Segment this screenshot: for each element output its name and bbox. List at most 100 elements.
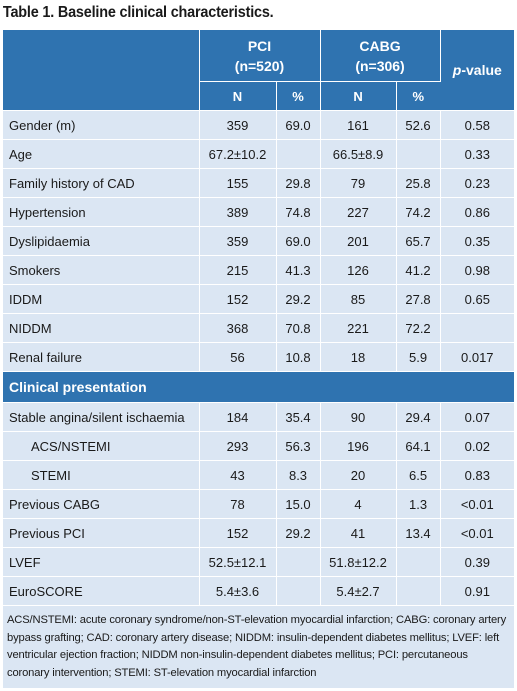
table-row: NIDDM 368 70.8 221 72.2 <box>3 313 515 343</box>
cell-cabg-pct: 52.6 <box>396 110 441 140</box>
table-row: Renal failure 56 10.8 18 5.9 0.017 <box>3 342 515 372</box>
row-label: Age <box>3 139 200 169</box>
table-row: Hypertension 389 74.8 227 74.2 0.86 <box>3 197 515 227</box>
row-label: LVEF <box>3 547 200 577</box>
cell-cabg-n: 66.5±8.9 <box>320 139 397 169</box>
row-label: Gender (m) <box>3 110 200 140</box>
cell-pci-pct <box>276 576 321 606</box>
header-pvalue-italic: p <box>452 62 462 78</box>
cell-pci-pct: 29.8 <box>276 168 321 198</box>
header-pci-count: (n=520) <box>234 57 285 74</box>
row-label: STEMI <box>3 460 200 490</box>
cell-pvalue: 0.83 <box>440 460 515 490</box>
cell-pci-n: 152 <box>199 284 277 314</box>
cell-cabg-pct: 72.2 <box>396 313 441 343</box>
header-pci-label: PCI <box>247 37 272 54</box>
cell-pvalue: 0.91 <box>440 576 515 606</box>
header-pvalue: p-value <box>440 30 515 111</box>
table-row: Smokers 215 41.3 126 41.2 0.98 <box>3 255 515 285</box>
row-label: Dyslipidaemia <box>3 226 200 256</box>
cell-pci-n: 56 <box>199 342 277 372</box>
cell-pvalue: 0.86 <box>440 197 515 227</box>
header-pci-group: PCI (n=520) <box>199 30 321 82</box>
cell-cabg-n: 161 <box>320 110 397 140</box>
cell-cabg-n: 41 <box>320 518 397 548</box>
table-row: LVEF 52.5±12.1 51.8±12.2 0.39 <box>3 547 515 577</box>
row-label: ACS/NSTEMI <box>3 431 200 461</box>
cell-cabg-n: 79 <box>320 168 397 198</box>
cell-pci-n: 155 <box>199 168 277 198</box>
header-pvalue-suffix: -value <box>461 62 502 78</box>
table-row: IDDM 152 29.2 85 27.8 0.65 <box>3 284 515 314</box>
table-row: EuroSCORE 5.4±3.6 5.4±2.7 0.91 <box>3 576 515 606</box>
cell-pci-n: 67.2±10.2 <box>199 139 277 169</box>
cell-cabg-n: 221 <box>320 313 397 343</box>
row-label: Previous PCI <box>3 518 200 548</box>
cell-cabg-n: 90 <box>320 402 397 432</box>
cell-pci-n: 52.5±12.1 <box>199 547 277 577</box>
cell-pci-n: 359 <box>199 110 277 140</box>
table-header: PCI (n=520) CABG (n=306) p-value N % N % <box>3 30 515 111</box>
row-label: Hypertension <box>3 197 200 227</box>
cell-cabg-n: 227 <box>320 197 397 227</box>
table-footnote: ACS/NSTEMI: acute coronary syndrome/non-… <box>3 606 514 688</box>
cell-pci-n: 359 <box>199 226 277 256</box>
cell-cabg-pct: 41.2 <box>396 255 441 285</box>
header-cabg-group: CABG (n=306) <box>320 30 441 82</box>
cell-pci-pct: 15.0 <box>276 489 321 519</box>
cell-pvalue: 0.33 <box>440 139 515 169</box>
cell-cabg-n: 201 <box>320 226 397 256</box>
row-label: Renal failure <box>3 342 200 372</box>
cell-cabg-n: 4 <box>320 489 397 519</box>
row-label: NIDDM <box>3 313 200 343</box>
cell-pci-n: 184 <box>199 402 277 432</box>
cell-pci-n: 215 <box>199 255 277 285</box>
cell-cabg-pct: 64.1 <box>396 431 441 461</box>
cell-cabg-pct: 5.9 <box>396 342 441 372</box>
row-label: Stable angina/silent ischaemia <box>3 402 200 432</box>
cell-cabg-pct: 13.4 <box>396 518 441 548</box>
cell-pci-pct: 69.0 <box>276 110 321 140</box>
cell-cabg-n: 5.4±2.7 <box>320 576 397 606</box>
cell-cabg-pct <box>396 547 441 577</box>
table-row: Previous CABG 78 15.0 4 1.3 <0.01 <box>3 489 515 519</box>
row-label: Previous CABG <box>3 489 200 519</box>
row-label: Family history of CAD <box>3 168 200 198</box>
row-label: Smokers <box>3 255 200 285</box>
cell-cabg-pct: 29.4 <box>396 402 441 432</box>
header-pci-n: N <box>199 81 277 111</box>
cell-pvalue: 0.65 <box>440 284 515 314</box>
cell-cabg-pct <box>396 576 441 606</box>
cell-pci-pct: 69.0 <box>276 226 321 256</box>
cell-pci-pct: 29.2 <box>276 518 321 548</box>
section-row-group: Clinical presentation <box>3 371 515 403</box>
cell-cabg-n: 18 <box>320 342 397 372</box>
cell-pvalue: 0.07 <box>440 402 515 432</box>
cell-pci-pct: 10.8 <box>276 342 321 372</box>
cell-cabg-n: 196 <box>320 431 397 461</box>
row-label: EuroSCORE <box>3 576 200 606</box>
cell-pvalue: <0.01 <box>440 489 515 519</box>
header-cabg-count: (n=306) <box>355 57 405 74</box>
cell-pci-pct <box>276 547 321 577</box>
table-row: Stable angina/silent ischaemia 184 35.4 90 2… <box>3 402 515 432</box>
cell-pvalue: 0.39 <box>440 547 515 577</box>
cell-pci-pct: 29.2 <box>276 284 321 314</box>
cell-cabg-pct: 65.7 <box>396 226 441 256</box>
cell-cabg-pct: 25.8 <box>396 168 441 198</box>
cell-cabg-pct: 27.8 <box>396 284 441 314</box>
section-header-clinical-presentation: Clinical presentation <box>3 371 515 403</box>
table-row: ACS/NSTEMI 293 56.3 196 64.1 0.02 <box>3 431 515 461</box>
table-row: STEMI 43 8.3 20 6.5 0.83 <box>3 460 515 490</box>
row-label: IDDM <box>3 284 200 314</box>
cell-cabg-n: 20 <box>320 460 397 490</box>
cell-cabg-pct <box>396 139 441 169</box>
table-row: Family history of CAD 155 29.8 79 25.8 0.23 <box>3 168 515 198</box>
header-cabg-pct: % <box>396 81 441 111</box>
cell-pci-n: 5.4±3.6 <box>199 576 277 606</box>
table-row: Previous PCI 152 29.2 41 13.4 <0.01 <box>3 518 515 548</box>
cell-pci-n: 43 <box>199 460 277 490</box>
cell-pvalue: 0.02 <box>440 431 515 461</box>
baseline-characteristics-table: PCI (n=520) CABG (n=306) p-value N % N %… <box>3 30 515 606</box>
cell-pvalue: 0.017 <box>440 342 515 372</box>
